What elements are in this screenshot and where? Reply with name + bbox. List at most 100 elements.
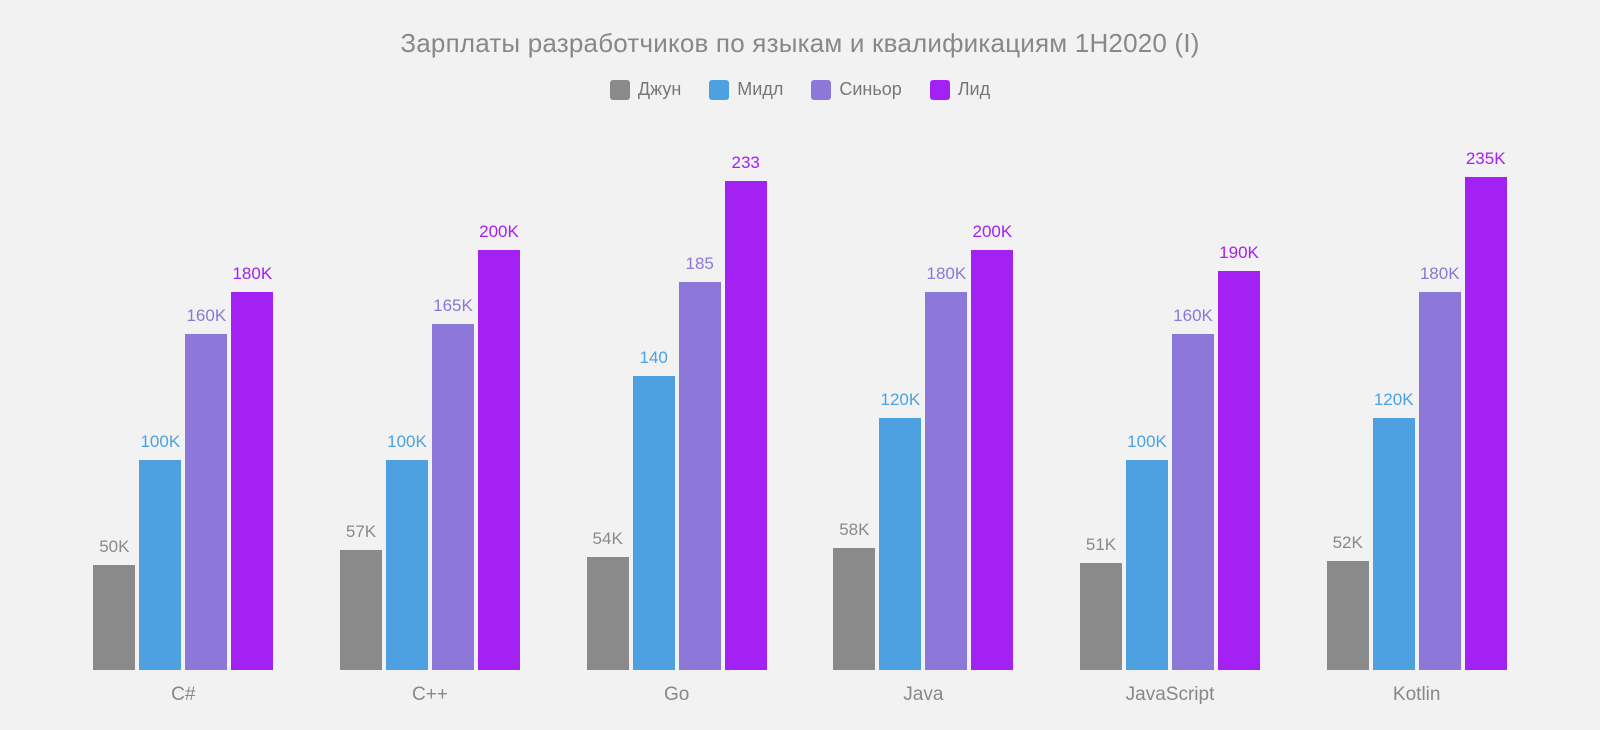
bar-wrap: 180K bbox=[1419, 145, 1461, 670]
bar[interactable] bbox=[1373, 418, 1415, 670]
bar[interactable] bbox=[925, 292, 967, 670]
category-label: JavaScript bbox=[1126, 684, 1215, 706]
bar-value-label: 165K bbox=[433, 296, 473, 316]
bar[interactable] bbox=[478, 250, 520, 670]
bar-value-label: 233 bbox=[731, 153, 759, 173]
chart-title: Зарплаты разработчиков по языкам и квали… bbox=[0, 0, 1600, 59]
bar-value-label: 140 bbox=[639, 348, 667, 368]
legend-swatch-icon bbox=[811, 80, 831, 100]
bar-wrap: 100K bbox=[139, 145, 181, 670]
bar[interactable] bbox=[833, 548, 875, 670]
bar[interactable] bbox=[1218, 271, 1260, 670]
legend-label: Синьор bbox=[839, 79, 901, 100]
legend-label: Джун bbox=[638, 79, 681, 100]
bar-value-label: 200K bbox=[972, 222, 1012, 242]
bar-value-label: 58K bbox=[839, 520, 869, 540]
chart-legend: Джун Мидл Синьор Лид bbox=[0, 79, 1600, 100]
bar-cluster: 51K 100K 160K 190K bbox=[1047, 145, 1294, 670]
bar-value-label: 100K bbox=[1127, 432, 1167, 452]
bar-wrap: 54K bbox=[587, 145, 629, 670]
legend-item-middle[interactable]: Мидл bbox=[709, 79, 783, 100]
bar-wrap: 233 bbox=[725, 145, 767, 670]
bar-wrap: 200K bbox=[971, 145, 1013, 670]
bar-value-label: 57K bbox=[346, 522, 376, 542]
bar-wrap: 52K bbox=[1327, 145, 1369, 670]
category-group: 50K100K160K180KC# bbox=[60, 145, 307, 670]
bar[interactable] bbox=[340, 550, 382, 670]
category-label: Go bbox=[664, 684, 689, 706]
bar[interactable] bbox=[1126, 460, 1168, 670]
bar-wrap: 100K bbox=[386, 145, 428, 670]
bar[interactable] bbox=[1172, 334, 1214, 670]
category-group: 54K140185233Go bbox=[553, 145, 800, 670]
category-group: 51K100K160K190KJavaScript bbox=[1047, 145, 1294, 670]
bar-value-label: 200K bbox=[479, 222, 519, 242]
bar-wrap: 120K bbox=[1373, 145, 1415, 670]
legend-swatch-icon bbox=[930, 80, 950, 100]
legend-item-senior[interactable]: Синьор bbox=[811, 79, 901, 100]
bar-wrap: 120K bbox=[879, 145, 921, 670]
bar[interactable] bbox=[587, 557, 629, 670]
category-group: 57K100K165K200KC++ bbox=[307, 145, 554, 670]
bar[interactable] bbox=[139, 460, 181, 670]
bar-cluster: 58K 120K 180K 200K bbox=[800, 145, 1047, 670]
bar-wrap: 180K bbox=[925, 145, 967, 670]
bar-value-label: 54K bbox=[593, 529, 623, 549]
bar-value-label: 100K bbox=[140, 432, 180, 452]
bar-value-label: 50K bbox=[99, 537, 129, 557]
bar-wrap: 160K bbox=[1172, 145, 1214, 670]
bar[interactable] bbox=[971, 250, 1013, 670]
salary-chart: Зарплаты разработчиков по языкам и квали… bbox=[0, 0, 1600, 730]
legend-swatch-icon bbox=[610, 80, 630, 100]
bar-wrap: 165K bbox=[432, 145, 474, 670]
category-label: C# bbox=[171, 684, 195, 706]
bar-wrap: 100K bbox=[1126, 145, 1168, 670]
bar[interactable] bbox=[231, 292, 273, 670]
bar[interactable] bbox=[633, 376, 675, 670]
bar-wrap: 235K bbox=[1465, 145, 1507, 670]
bar[interactable] bbox=[725, 181, 767, 670]
bar-value-label: 52K bbox=[1333, 533, 1363, 553]
bar[interactable] bbox=[879, 418, 921, 670]
bar-value-label: 180K bbox=[926, 264, 966, 284]
legend-label: Мидл bbox=[737, 79, 783, 100]
bar-value-label: 100K bbox=[387, 432, 427, 452]
category-group: 58K120K180K200KJava bbox=[800, 145, 1047, 670]
bar-value-label: 235K bbox=[1466, 149, 1506, 169]
bar[interactable] bbox=[93, 565, 135, 670]
bar[interactable] bbox=[1080, 563, 1122, 670]
bar-value-label: 120K bbox=[880, 390, 920, 410]
bar[interactable] bbox=[185, 334, 227, 670]
bar-value-label: 180K bbox=[1420, 264, 1460, 284]
bar-wrap: 200K bbox=[478, 145, 520, 670]
bar-value-label: 185 bbox=[685, 254, 713, 274]
bar-value-label: 160K bbox=[1173, 306, 1213, 326]
bar-wrap: 51K bbox=[1080, 145, 1122, 670]
category-label: Java bbox=[903, 684, 943, 706]
bar[interactable] bbox=[386, 460, 428, 670]
category-label: C++ bbox=[412, 684, 448, 706]
legend-item-lead[interactable]: Лид bbox=[930, 79, 990, 100]
bar[interactable] bbox=[432, 324, 474, 671]
bar-wrap: 58K bbox=[833, 145, 875, 670]
legend-item-junior[interactable]: Джун bbox=[610, 79, 681, 100]
plot-area: 50K100K160K180KC#57K100K165K200KC++54K14… bbox=[60, 145, 1540, 670]
bar[interactable] bbox=[1419, 292, 1461, 670]
category-label: Kotlin bbox=[1393, 684, 1441, 706]
bar[interactable] bbox=[1465, 177, 1507, 671]
bar-wrap: 160K bbox=[185, 145, 227, 670]
bar-wrap: 180K bbox=[231, 145, 273, 670]
bar-value-label: 120K bbox=[1374, 390, 1414, 410]
bar-value-label: 160K bbox=[186, 306, 226, 326]
bar-wrap: 140 bbox=[633, 145, 675, 670]
bar-cluster: 54K 140 185 233 bbox=[553, 145, 800, 670]
bar-wrap: 190K bbox=[1218, 145, 1260, 670]
bar[interactable] bbox=[1327, 561, 1369, 670]
bar-value-label: 190K bbox=[1219, 243, 1259, 263]
bar[interactable] bbox=[679, 282, 721, 671]
category-group: 52K120K180K235KKotlin bbox=[1293, 145, 1540, 670]
bar-value-label: 180K bbox=[232, 264, 272, 284]
bar-value-label: 51K bbox=[1086, 535, 1116, 555]
legend-label: Лид bbox=[958, 79, 990, 100]
bar-wrap: 50K bbox=[93, 145, 135, 670]
